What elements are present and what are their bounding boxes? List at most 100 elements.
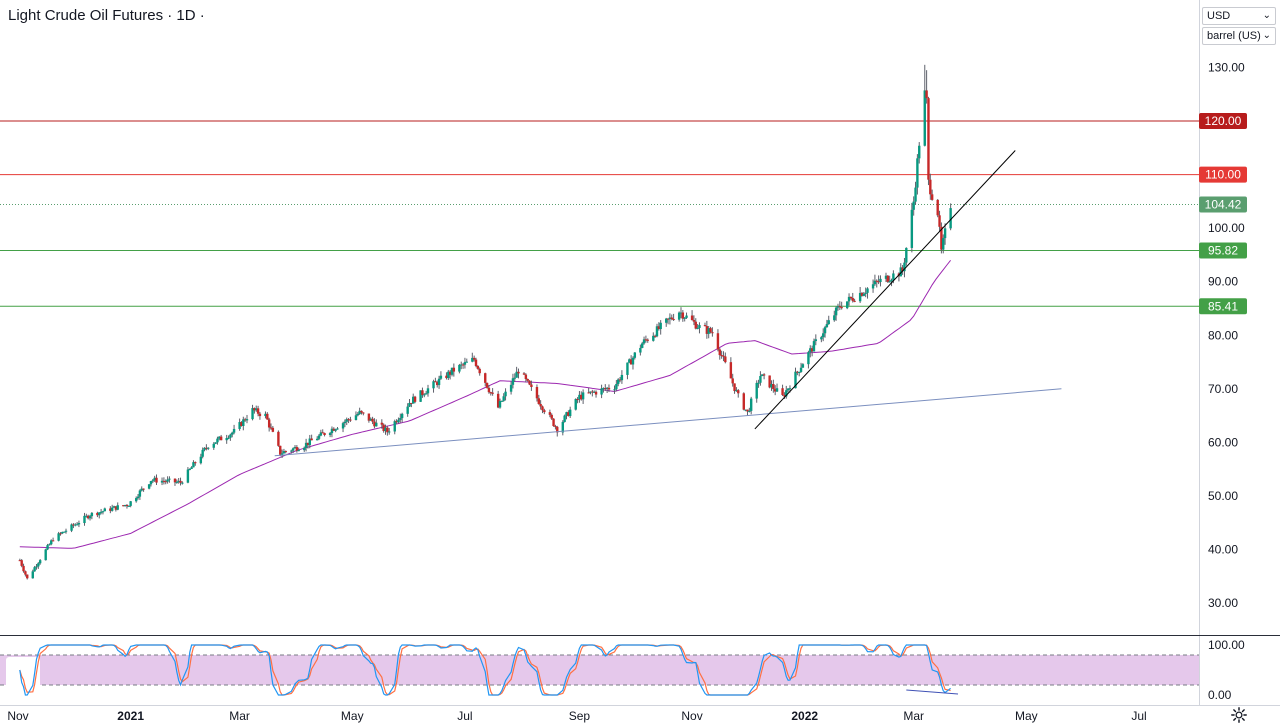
- unit-select[interactable]: barrel (US) ⌄: [1202, 27, 1276, 45]
- candle-body: [936, 199, 939, 216]
- candle-body: [110, 507, 114, 511]
- candle-body: [293, 447, 297, 449]
- candle-body: [707, 328, 710, 334]
- candle-body: [535, 387, 539, 399]
- candle-body: [31, 571, 34, 579]
- candle-body: [419, 390, 422, 402]
- candles: [18, 64, 952, 580]
- price-tag-label: 104.42: [1205, 197, 1242, 211]
- candle-body: [155, 477, 158, 483]
- candle-body: [123, 505, 127, 507]
- candle-body: [509, 384, 513, 392]
- candle-body: [500, 400, 504, 402]
- candle-body: [88, 516, 92, 519]
- candle-body: [938, 215, 941, 227]
- candle-body: [620, 374, 624, 381]
- candle-body: [173, 478, 177, 483]
- candle-body: [633, 352, 637, 358]
- chevron-down-icon: ⌄: [1262, 10, 1271, 21]
- candle-body: [905, 247, 908, 263]
- time-axis[interactable]: Nov 2021 Mar May Jul Sep Nov 2022 Mar May Jul: [7, 709, 1146, 723]
- candle-body: [308, 438, 311, 446]
- candle-body: [556, 426, 559, 433]
- candle-body: [746, 409, 749, 412]
- candle-body: [297, 450, 300, 452]
- candle-body: [940, 226, 943, 250]
- candle-body: [670, 317, 673, 319]
- candle-body: [860, 292, 864, 296]
- candle-body: [720, 355, 723, 357]
- stochastic-tick-label: 0.00: [1208, 688, 1232, 702]
- candle-body: [530, 384, 533, 388]
- candle-body: [716, 333, 720, 350]
- candle-body: [227, 437, 230, 439]
- candle-body: [846, 301, 849, 309]
- candle-body: [240, 422, 243, 427]
- candle-body: [890, 279, 893, 282]
- price-tick-label: 60.00: [1208, 435, 1238, 449]
- candle-body: [742, 393, 745, 410]
- candle-body: [655, 326, 659, 337]
- candle-body: [46, 545, 49, 550]
- candle-body: [617, 379, 620, 385]
- candle-body: [644, 339, 648, 341]
- candle-body: [836, 306, 840, 308]
- candle-body: [253, 408, 256, 411]
- candle-body: [201, 449, 204, 457]
- candle-body: [489, 392, 492, 394]
- candle-body: [18, 560, 22, 562]
- candle-body: [242, 419, 245, 427]
- candle-body: [502, 396, 505, 401]
- candle-body: [862, 293, 866, 296]
- candle-body: [436, 382, 439, 386]
- candle-body: [264, 413, 267, 417]
- candle-body: [773, 389, 777, 392]
- time-tick-label: Jul: [1131, 709, 1146, 723]
- price-tick-label: 80.00: [1208, 328, 1238, 342]
- candle-body: [775, 388, 779, 392]
- candle-body: [445, 375, 448, 379]
- price-tag-bg: [1199, 298, 1247, 315]
- candle-body: [744, 409, 747, 411]
- price-tick-label: 50.00: [1208, 489, 1238, 503]
- price-tag-bg: [1199, 166, 1247, 183]
- candle-body: [356, 413, 360, 416]
- candle-body: [918, 145, 921, 159]
- candle-body: [219, 436, 223, 441]
- candle-body: [142, 488, 145, 490]
- candle-body: [332, 428, 336, 431]
- candle-body: [877, 281, 880, 283]
- candle-body: [153, 477, 156, 481]
- currency-select[interactable]: USD ⌄: [1202, 7, 1276, 25]
- candle-body: [62, 531, 66, 533]
- candle-body: [190, 467, 193, 469]
- candle-body: [290, 450, 293, 452]
- candle-body: [151, 480, 155, 482]
- candle-body: [432, 381, 435, 389]
- candle-body: [369, 418, 372, 421]
- candle-body: [175, 481, 179, 483]
- candle-body: [528, 380, 531, 385]
- candle-body: [33, 567, 36, 572]
- price-tag-label: 120.00: [1205, 114, 1242, 128]
- price-axis[interactable]: 30.00 40.00 50.00 60.00 70.00 80.00 90.00 100.0…: [1208, 61, 1245, 703]
- candle-body: [284, 451, 287, 453]
- candle-body: [424, 393, 428, 395]
- candle-body: [711, 332, 714, 334]
- candle-body: [188, 468, 191, 470]
- candle-body: [943, 228, 947, 239]
- candle-body: [592, 391, 596, 393]
- candle-body: [696, 327, 699, 329]
- candle-body: [925, 90, 928, 99]
- price-tag-label: 110.00: [1205, 168, 1241, 182]
- candle-body: [86, 515, 90, 519]
- candle-body: [160, 480, 164, 483]
- candle-body: [705, 326, 709, 334]
- candle-body: [683, 317, 686, 319]
- candle-body: [561, 421, 565, 433]
- candle-body: [362, 412, 365, 414]
- candle-body: [517, 371, 520, 374]
- candle-body: [373, 421, 376, 427]
- gear-icon[interactable]: [1230, 706, 1248, 724]
